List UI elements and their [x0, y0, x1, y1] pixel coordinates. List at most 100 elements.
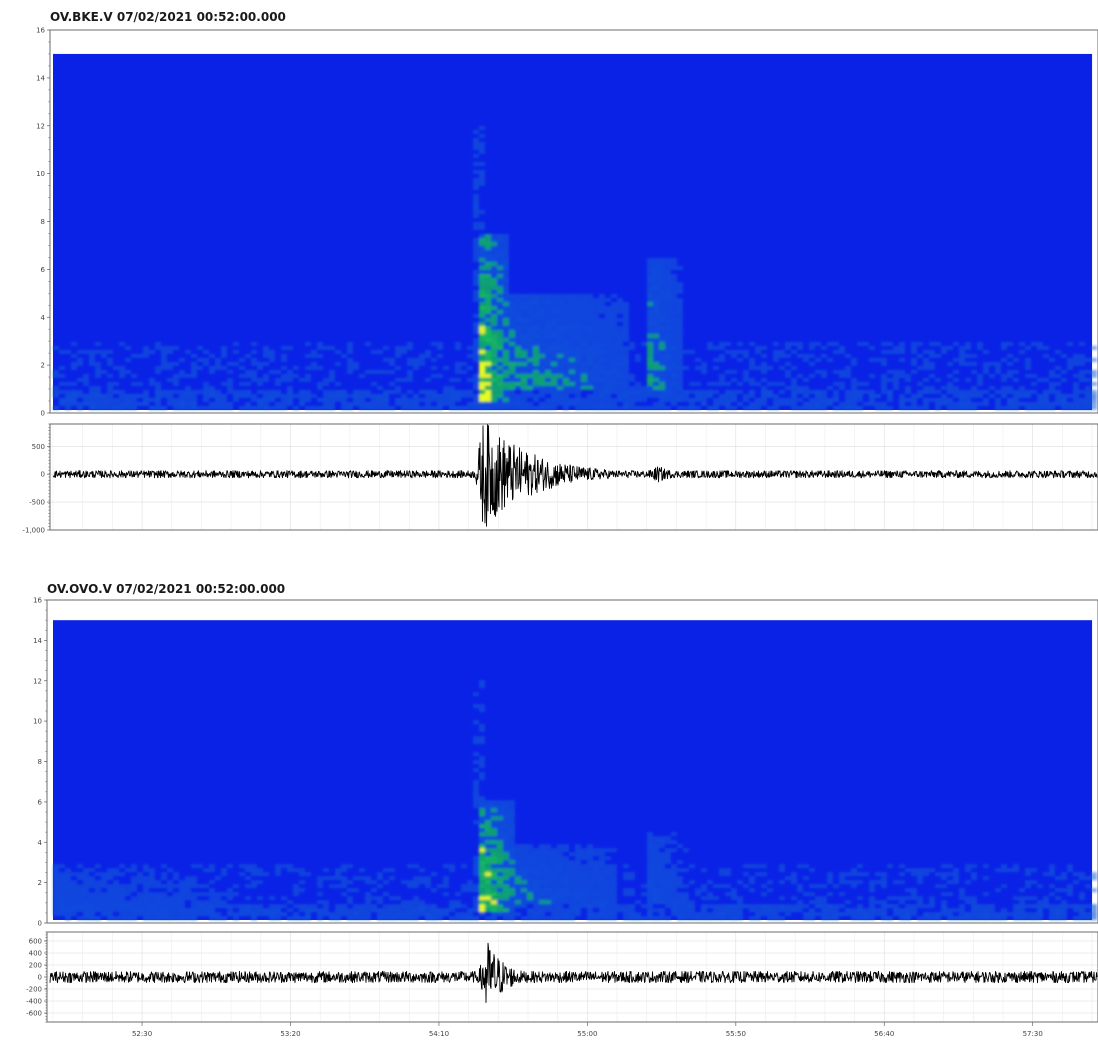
spectrogram-cell [503, 297, 509, 302]
spectrogram-cell [479, 401, 485, 406]
spectrogram-cell [479, 301, 485, 306]
spectrogram-cell [587, 369, 593, 374]
spectrogram-cell [557, 329, 563, 334]
spectrogram-cell [125, 357, 131, 362]
spectrogram-cell [509, 852, 515, 857]
spectrogram-cell [491, 237, 497, 242]
y-tick-label: 0 [38, 974, 42, 982]
spectrogram-cell [365, 908, 371, 913]
spectrogram-cell [95, 349, 101, 354]
spectrogram-cell [665, 856, 671, 861]
spectrogram-cell [749, 864, 755, 869]
spectrogram-cell [545, 385, 551, 390]
spectrogram-cell [965, 397, 971, 402]
spectrogram-cell [587, 349, 593, 354]
spectrogram-cell [173, 912, 179, 917]
spectrogram-cell [731, 397, 737, 402]
spectrogram-cell [1001, 345, 1007, 350]
spectrogram-cell [485, 249, 491, 254]
spectrogram-cell [1091, 872, 1097, 877]
spectrogram-cell [479, 860, 485, 865]
spectrogram-cell [965, 880, 971, 885]
spectrogram-cell [1055, 381, 1061, 386]
spectrogram-cell [563, 896, 569, 901]
spectrogram-cell [587, 317, 593, 322]
spectrogram-cell [647, 876, 653, 881]
spectrogram-cell [575, 341, 581, 346]
spectrogram-cell [185, 393, 191, 398]
spectrogram-cell [575, 848, 581, 853]
spectrogram-cell [263, 373, 269, 378]
spectrogram-cell [581, 349, 587, 354]
y-tick-label: 8 [41, 218, 45, 226]
spectrogram-cell [485, 293, 491, 298]
spectrogram-cell [1067, 884, 1073, 889]
spectrogram-cell [509, 804, 515, 809]
spectrogram-cell [233, 916, 239, 921]
spectrogram-cell [809, 884, 815, 889]
spectrogram-cell [875, 908, 881, 913]
spectrogram-cell [551, 373, 557, 378]
spectrogram-cell [533, 297, 539, 302]
spectrogram-cell [893, 904, 899, 909]
spectrogram-cell [407, 341, 413, 346]
spectrogram-cell [953, 377, 959, 382]
spectrogram-cell [509, 868, 515, 873]
spectrogram-cell [659, 896, 665, 901]
spectrogram-cell [143, 884, 149, 889]
spectrogram-cell [551, 345, 557, 350]
spectrogram-cell [479, 772, 485, 777]
spectrogram-cell [341, 880, 347, 885]
spectrogram-cell [1073, 904, 1079, 909]
spectrogram-cell [593, 365, 599, 370]
spectrogram-cell [653, 888, 659, 893]
spectrogram-cell [479, 285, 485, 290]
spectrogram-cell [275, 381, 281, 386]
spectrogram-cell [575, 365, 581, 370]
spectrogram-cell [557, 317, 563, 322]
spectrogram-cell [233, 397, 239, 402]
spectrogram-cell [425, 401, 431, 406]
spectrogram-cell [761, 908, 767, 913]
spectrogram-cell [671, 329, 677, 334]
spectrogram-cell [563, 365, 569, 370]
spectrogram-cell [665, 349, 671, 354]
spectrogram-cell [389, 908, 395, 913]
spectrogram-cell [995, 912, 1001, 917]
spectrogram-cell [587, 876, 593, 881]
spectrogram-cell [647, 860, 653, 865]
spectrogram-cell [539, 317, 545, 322]
spectrogram-cell [851, 389, 857, 394]
spectrogram-cell [173, 872, 179, 877]
spectrogram-cell [173, 361, 179, 366]
spectrogram-cell [551, 317, 557, 322]
spectrogram-cell [563, 844, 569, 849]
spectrogram-cell [77, 904, 83, 909]
spectrogram-cell [899, 872, 905, 877]
spectrogram-cell [581, 397, 587, 402]
spectrogram-cell [785, 876, 791, 881]
spectrogram-cell [551, 884, 557, 889]
spectrogram-cell [293, 393, 299, 398]
spectrogram-cell [395, 896, 401, 901]
spectrogram-cell [233, 892, 239, 897]
spectrogram-cell [473, 401, 479, 406]
spectrogram-cell [71, 900, 77, 905]
spectrogram-cell [89, 393, 95, 398]
y-tick-label: -400 [26, 998, 42, 1006]
spectrogram-cell [485, 800, 491, 805]
spectrogram-cell [611, 357, 617, 362]
spectrogram-cell [857, 381, 863, 386]
spectrogram-cell [389, 912, 395, 917]
spectrogram-cell [749, 904, 755, 909]
spectrogram-cell [641, 389, 647, 394]
spectrogram-cell [623, 864, 629, 869]
spectrogram-cell [845, 353, 851, 358]
spectrogram-cell [479, 225, 485, 230]
spectrogram-cell [545, 405, 551, 410]
spectrogram-cell [173, 405, 179, 410]
spectrogram-cell [665, 916, 671, 921]
spectrogram-cell [659, 397, 665, 402]
spectrogram-cell [911, 357, 917, 362]
spectrogram-cell [665, 277, 671, 282]
